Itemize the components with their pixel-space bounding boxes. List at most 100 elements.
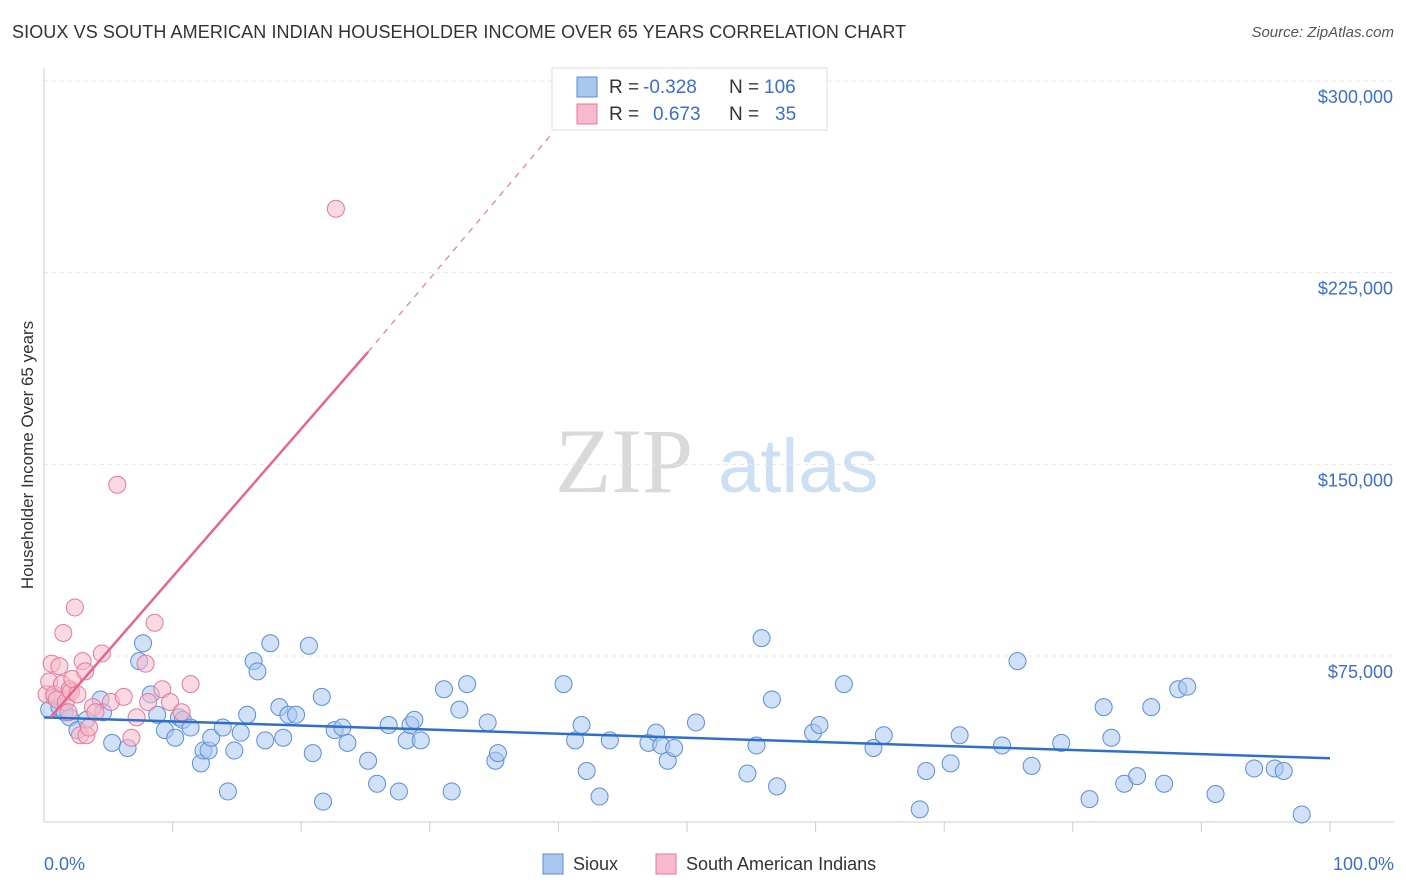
sai-trendline-extension [367, 131, 554, 353]
sioux-point [1022, 756, 1041, 775]
sai-point [92, 644, 111, 663]
sioux-point [1274, 762, 1293, 780]
y-tick-label: $225,000 [1318, 279, 1393, 299]
sioux-point [488, 744, 507, 763]
sioux-point [303, 744, 322, 763]
sai-point [172, 703, 191, 722]
sioux-point [687, 713, 706, 732]
legend-n-label-sai: N = [729, 104, 759, 125]
sai-point [59, 703, 78, 722]
legend-n-value-sioux: 106 [764, 77, 796, 98]
sioux-point [287, 705, 306, 724]
sai-point [136, 654, 155, 673]
x-ticks [172, 822, 1331, 832]
sioux-point [202, 728, 221, 747]
sioux-point [231, 723, 250, 742]
sai-point [127, 708, 146, 727]
sioux-point [590, 787, 609, 806]
legend-r-value-sioux: -0.328 [643, 77, 697, 98]
legend-r-label-sai: R = [609, 104, 639, 125]
sioux-point [950, 726, 969, 745]
sioux-point [941, 754, 960, 773]
sioux-point [338, 733, 357, 752]
sioux-point [1178, 677, 1197, 696]
legend-swatch-sai [576, 103, 598, 125]
legend-top: R = -0.328 N = 106 R = 0.673 N = 35 [551, 67, 828, 131]
sai-point [76, 662, 95, 681]
sai-point [161, 693, 180, 711]
sioux-point [238, 705, 257, 724]
legend-swatch-sioux [576, 76, 598, 98]
source-credit: Source: ZipAtlas.com [1251, 24, 1394, 41]
sioux-point [478, 713, 497, 732]
sioux-point [274, 728, 293, 747]
sioux-point [1206, 785, 1225, 803]
sai-point [181, 675, 200, 694]
sioux-point [572, 716, 591, 734]
sai-point [145, 613, 164, 632]
sioux-point [768, 777, 787, 796]
watermark-zip: ZIP [555, 410, 693, 512]
sioux-point [148, 705, 167, 724]
sioux-point [752, 629, 771, 648]
sai-point [50, 657, 69, 676]
trendlines [43, 131, 1331, 760]
bottom-legend-label-sioux: Sioux [573, 854, 618, 874]
bottom-legend-swatch-sai [655, 853, 677, 875]
sioux-point [834, 675, 853, 694]
x-tick-label-max: 100.0% [1333, 854, 1394, 874]
sai-point [86, 703, 105, 722]
legend-top-box [551, 67, 828, 131]
sioux-point [261, 634, 280, 653]
sioux-point [368, 774, 387, 793]
sai-point [80, 718, 99, 737]
sai-point [114, 687, 133, 706]
sioux-point [1094, 698, 1113, 717]
sioux-point [411, 731, 430, 750]
watermark: ZIP atlas [555, 410, 879, 512]
sai-point [326, 199, 345, 218]
sioux-point [1102, 728, 1121, 747]
legend-n-value-sai: 35 [775, 104, 796, 125]
sioux-point [1008, 652, 1027, 671]
sioux-point [1155, 774, 1174, 793]
sioux-point [566, 731, 585, 750]
sai-point [139, 693, 158, 711]
sioux-point [314, 792, 333, 811]
sai-point [122, 728, 141, 747]
sioux-point [910, 800, 929, 819]
sioux-point [256, 731, 275, 750]
legend-r-value-sai: 0.673 [653, 104, 701, 125]
sioux-point [762, 690, 781, 709]
sai-point [65, 598, 84, 617]
sioux-point [577, 762, 596, 780]
sioux-point [134, 634, 153, 653]
sioux-point [434, 680, 453, 699]
legend-bottom: Sioux South American Indians [542, 853, 876, 875]
sioux-point [218, 782, 237, 801]
sioux-point [1128, 767, 1147, 786]
sioux-point [993, 736, 1012, 755]
legend-r-label-sioux: R = [609, 77, 639, 98]
sioux-point [103, 733, 122, 752]
sioux-point [874, 726, 893, 745]
sioux-point [1052, 733, 1071, 752]
sioux-point [312, 687, 331, 706]
sioux-point [405, 710, 424, 729]
sioux-point [1080, 790, 1099, 809]
watermark-atlas: atlas [718, 424, 879, 509]
sioux-point [665, 739, 684, 757]
sioux-point [299, 636, 318, 655]
chart-title: SIOUX VS SOUTH AMERICAN INDIAN HOUSEHOLD… [12, 22, 907, 42]
sioux-point [917, 762, 936, 780]
y-tick-labels: $75,000 $150,000 $225,000 $300,000 [1318, 87, 1393, 682]
sai-point [54, 624, 73, 642]
sioux-point [1142, 698, 1161, 717]
sai-trendline [49, 351, 370, 719]
sai-point [108, 475, 127, 494]
sioux-point [458, 675, 477, 694]
sioux-point [554, 675, 573, 694]
y-tick-label: $75,000 [1328, 662, 1393, 682]
sioux-point [389, 782, 408, 801]
